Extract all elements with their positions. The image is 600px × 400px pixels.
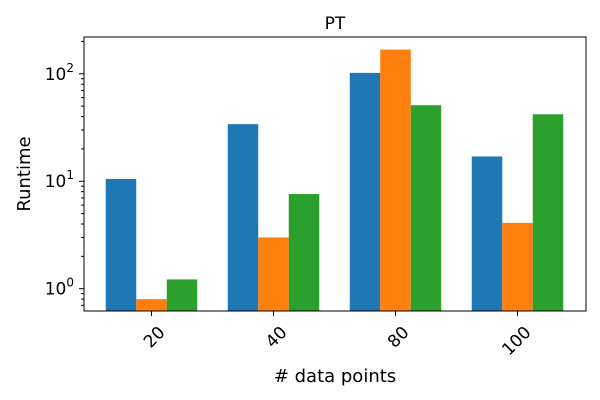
plot-area-frame xyxy=(83,36,587,312)
chart-title: PT xyxy=(325,14,346,34)
bar-100-series-1 xyxy=(471,156,503,311)
y-axis-ticks: 100 101 102 xyxy=(45,40,84,306)
bar-40-series-2 xyxy=(258,237,289,311)
x-tick-label: 100 xyxy=(498,323,535,360)
x-axis-ticks: 20 40 80 100 xyxy=(140,311,535,360)
bars-group xyxy=(105,49,564,312)
y-tick-label: 102 xyxy=(45,61,74,85)
bar-100-series-3 xyxy=(532,114,564,312)
y-tick-label: 100 xyxy=(45,276,74,300)
bar-20-series-2 xyxy=(136,299,167,311)
bar-40-series-3 xyxy=(288,194,320,311)
bar-20-series-3 xyxy=(166,279,198,311)
y-tick-label: 101 xyxy=(45,168,74,192)
bar-80-series-1 xyxy=(349,72,381,312)
bar-100-series-2 xyxy=(502,222,533,311)
x-tick-label: 20 xyxy=(140,323,169,352)
x-tick-label: 80 xyxy=(384,323,413,352)
x-axis-label: # data points xyxy=(274,366,396,387)
bar-80-series-2 xyxy=(380,49,411,311)
bar-80-series-3 xyxy=(410,105,442,312)
bar-40-series-1 xyxy=(227,124,259,311)
y-axis-label: Runtime xyxy=(14,136,35,211)
x-tick-label: 40 xyxy=(262,323,291,352)
bar-20-series-1 xyxy=(105,178,137,311)
